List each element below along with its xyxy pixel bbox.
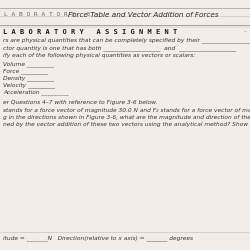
Text: er Questions 4–7 with reference to Figure 3-6 below.: er Questions 4–7 with reference to Figur… bbox=[3, 100, 158, 105]
Text: L A B O R A T O R Y   3: L A B O R A T O R Y 3 bbox=[4, 12, 90, 17]
Text: Density _________: Density _________ bbox=[3, 75, 54, 81]
Text: ned by the vector addition of these two vectors using the analytical method? Sho: ned by the vector addition of these two … bbox=[3, 122, 250, 127]
Text: stands for a force vector of magnitude 30.0 N and F₂ stands for a force vector o: stands for a force vector of magnitude 3… bbox=[3, 108, 250, 113]
Text: Force Table and Vector Addition of Forces: Force Table and Vector Addition of Force… bbox=[68, 12, 218, 18]
Text: ctor quantity is one that has both ___________________  and  ___________________: ctor quantity is one that has both _____… bbox=[3, 45, 236, 51]
Text: Volume _________: Volume _________ bbox=[3, 61, 54, 67]
Text: Velocity _________: Velocity _________ bbox=[3, 82, 55, 88]
Text: –: – bbox=[244, 29, 247, 34]
Text: L A B O R A T O R Y   A S S I G N M E N T: L A B O R A T O R Y A S S I G N M E N T bbox=[3, 29, 177, 35]
Text: ify each of the following physical quantities as vectors or scalars:: ify each of the following physical quant… bbox=[3, 53, 195, 58]
Text: g in the directions shown in Figure 3-6, what are the magnitude and direction of: g in the directions shown in Figure 3-6,… bbox=[3, 115, 250, 120]
Text: Acceleration _________: Acceleration _________ bbox=[3, 89, 68, 95]
Text: Force _________: Force _________ bbox=[3, 68, 48, 74]
Text: itude = _______N   Direction(relative to x axis) = _______ degrees: itude = _______N Direction(relative to x… bbox=[3, 235, 193, 241]
Text: rs are physical quantities that can be completely specified by their ___________: rs are physical quantities that can be c… bbox=[3, 37, 250, 43]
